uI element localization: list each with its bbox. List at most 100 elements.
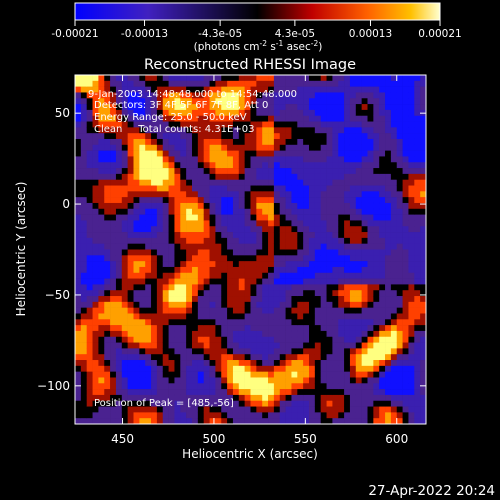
heatmap-cell [344, 255, 351, 262]
heatmap-cell [156, 86, 164, 93]
heatmap-cell [332, 348, 339, 355]
heatmap-cell [197, 121, 204, 128]
heatmap-cell [279, 360, 286, 367]
heatmap-cell [145, 336, 152, 343]
heatmap-cell [92, 150, 99, 157]
heatmap-cell [139, 179, 146, 186]
heatmap-cell [408, 109, 415, 117]
heatmap-cell [80, 185, 87, 192]
heatmap-cell [349, 266, 357, 274]
heatmap-cell [168, 98, 175, 105]
heatmap-cell [174, 243, 181, 250]
heatmap-cell [279, 197, 286, 204]
heatmap-cell [80, 191, 87, 198]
heatmap-cell [256, 383, 263, 390]
heatmap-cell [115, 377, 123, 384]
heatmap-cell [86, 237, 93, 244]
heatmap-cell [373, 342, 380, 349]
heatmap-cell [332, 191, 339, 198]
heatmap-cell [338, 418, 345, 425]
heatmap-cell [92, 272, 99, 279]
heatmap-cell [385, 121, 392, 128]
heatmap-cell [192, 412, 199, 419]
heatmap-cell [297, 220, 304, 227]
colorbar-units: (photons cm-2 s-1 asec-2) [194, 39, 323, 53]
heatmap-cell [250, 249, 257, 256]
heatmap-cell [232, 168, 240, 175]
heatmap-cell [221, 232, 228, 239]
heatmap-cell [297, 226, 304, 233]
heatmap-cell [244, 348, 251, 355]
heatmap-cell [291, 202, 298, 210]
heatmap-cell [390, 138, 398, 146]
heatmap-cell [309, 179, 316, 186]
heatmap-cell [75, 80, 82, 87]
heatmap-cell [367, 261, 374, 268]
heatmap-cell [262, 214, 269, 221]
heatmap-cell [110, 342, 117, 349]
heatmap-cell [349, 98, 357, 105]
heatmap-cell [361, 109, 368, 117]
heatmap-cell [174, 418, 181, 425]
heatmap-cell [361, 296, 368, 303]
heatmap-cell [244, 144, 251, 151]
heatmap-cell [232, 330, 240, 338]
heatmap-cell [355, 342, 362, 349]
heatmap-cell [367, 185, 374, 192]
heatmap-cell [192, 278, 199, 285]
heatmap-cell [232, 173, 240, 180]
heatmap-cell [344, 290, 351, 297]
heatmap-cell [250, 115, 257, 122]
heatmap-cell [197, 127, 204, 134]
heatmap-cell [180, 191, 187, 198]
heatmap-cell [332, 98, 339, 105]
heatmap-cell [414, 179, 421, 186]
heatmap-cell [104, 284, 111, 291]
heatmap-cell [104, 179, 111, 186]
heatmap-cell [291, 115, 298, 122]
heatmap-cell [168, 325, 175, 332]
heatmap-cell [104, 418, 111, 425]
heatmap-cell [186, 394, 193, 402]
heatmap-cell [174, 191, 181, 198]
heatmap-cell [349, 243, 357, 250]
heatmap-cell [151, 301, 158, 308]
heatmap-cell [361, 150, 368, 157]
heatmap-cell [291, 75, 298, 82]
heatmap-cell [192, 162, 199, 169]
heatmap-cell [145, 412, 152, 419]
heatmap-cell [168, 127, 175, 134]
heatmap-cell [209, 138, 216, 146]
heatmap-cell [227, 115, 234, 122]
heatmap-cell [256, 75, 263, 82]
heatmap-cell [98, 144, 105, 151]
heatmap-cell [192, 226, 199, 233]
heatmap-cell [303, 290, 310, 297]
heatmap-cell [186, 377, 193, 384]
heatmap-cell [268, 389, 275, 396]
heatmap-cell [98, 365, 105, 372]
heatmap-cell [232, 325, 240, 332]
heatmap-cell [309, 92, 316, 99]
heatmap-cell [320, 261, 327, 268]
heatmap-cell [256, 202, 263, 210]
heatmap-cell [402, 313, 409, 320]
heatmap-cell [197, 389, 204, 396]
heatmap-cell [390, 173, 398, 180]
heatmap-cell [192, 92, 199, 99]
heatmap-cell [203, 249, 210, 256]
heatmap-cell [349, 173, 357, 180]
heatmap-cell [408, 383, 415, 390]
heatmap-cell [320, 394, 327, 402]
heatmap-cell [209, 150, 216, 157]
heatmap-cell [162, 418, 169, 425]
heatmap-cell [262, 104, 269, 111]
heatmap-cell [86, 98, 93, 105]
heatmap-cell [355, 266, 362, 274]
heatmap-cell [215, 220, 222, 227]
heatmap-cell [408, 400, 415, 407]
heatmap-cell [273, 261, 281, 268]
heatmap-cell [151, 342, 158, 349]
heatmap-cell [75, 418, 82, 425]
heatmap-cell [232, 237, 240, 244]
